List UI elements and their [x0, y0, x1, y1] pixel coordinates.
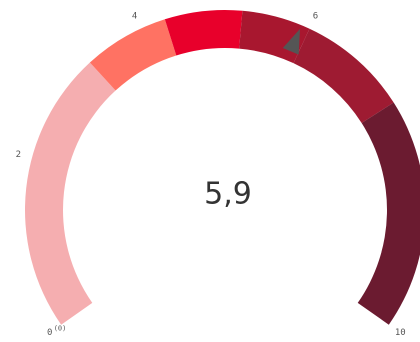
tick-label: 4	[132, 12, 137, 22]
gauge-band	[357, 102, 420, 325]
gauge-band	[89, 19, 177, 91]
gauge-value: 5,9	[204, 177, 252, 212]
tick-label: 0	[47, 328, 52, 338]
gauge-band	[293, 28, 394, 123]
tick-label: 2	[16, 150, 21, 160]
needle	[282, 28, 301, 55]
gauge-band	[164, 10, 243, 56]
gauge-band	[24, 62, 116, 325]
tick-note: (0)	[54, 325, 67, 333]
tick-label: 10	[395, 328, 406, 338]
tick-label: 6	[313, 12, 318, 22]
